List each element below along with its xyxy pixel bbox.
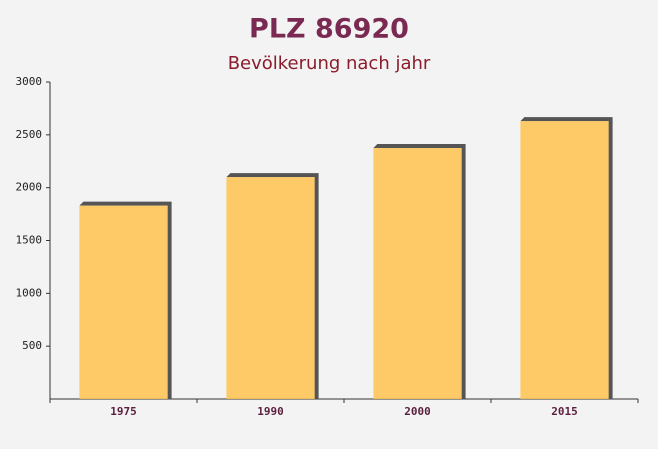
bar: [226, 177, 315, 399]
chart-title: PLZ 86920: [249, 14, 409, 45]
chart-subtitle: Bevölkerung nach jahr: [228, 53, 431, 74]
x-tick-label: 1975: [110, 405, 137, 418]
y-tick-label: 2500: [16, 128, 43, 141]
y-tick-label: 500: [22, 339, 42, 352]
y-tick-label: 1000: [16, 286, 43, 299]
x-tick-label: 2015: [551, 405, 578, 418]
bar: [520, 121, 609, 399]
y-tick-label: 1500: [16, 234, 43, 247]
x-tick-label: 2000: [404, 405, 431, 418]
y-tick-label: 3000: [16, 75, 43, 88]
y-tick-label: 2000: [16, 181, 43, 194]
bar: [79, 205, 168, 399]
bar: [373, 148, 462, 399]
x-tick-label: 1990: [257, 405, 284, 418]
